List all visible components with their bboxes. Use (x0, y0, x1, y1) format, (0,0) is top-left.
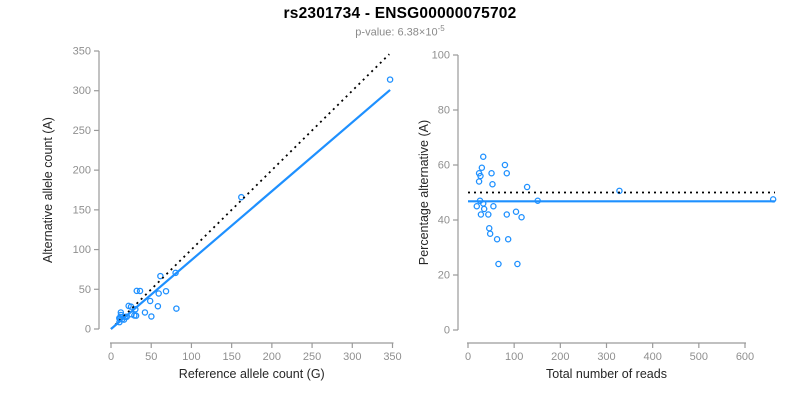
y-tick-label: 20 (438, 270, 450, 282)
y-axis-title: Percentage alternative (A) (417, 120, 431, 265)
data-point (490, 202, 497, 210)
x-tick-label: 200 (263, 351, 281, 363)
data-point (141, 309, 149, 316)
data-point (155, 290, 162, 297)
data-point (133, 287, 140, 295)
identity-line (110, 53, 390, 330)
data-point (486, 230, 494, 237)
y-tick-label: 300 (73, 85, 91, 97)
data-point (493, 235, 501, 243)
x-tick-label: 50 (145, 351, 157, 363)
data-point (488, 169, 495, 177)
data-point (146, 297, 154, 305)
y-tick-label: 0 (444, 325, 450, 337)
data-point (173, 305, 180, 312)
page-title: rs2301734 - ENSG00000075702 (283, 5, 517, 22)
y-tick-label: 80 (438, 105, 450, 117)
p-value-exponent: -5 (437, 24, 445, 33)
y-tick-label: 150 (73, 204, 91, 216)
x-axis-title: Reference allele count (G) (179, 367, 325, 381)
data-point (136, 287, 144, 295)
y-tick-label: 100 (432, 50, 450, 62)
x-tick-label: 150 (222, 351, 240, 363)
data-point (154, 302, 162, 310)
x-tick-label: 400 (643, 351, 661, 363)
x-tick-label: 200 (551, 351, 569, 363)
data-point (157, 272, 164, 280)
data-point (485, 224, 493, 232)
y-tick-label: 40 (438, 215, 450, 227)
data-point (512, 208, 520, 215)
x-tick-label: 100 (182, 351, 200, 363)
data-point (489, 180, 496, 188)
data-point (503, 211, 511, 218)
data-point (238, 193, 245, 201)
data-point (503, 169, 511, 177)
p-value-subtitle: p-value: 6.38×10-5 (0, 24, 800, 39)
y-tick-label: 250 (73, 125, 91, 137)
data-point (479, 153, 487, 160)
data-point (162, 287, 170, 295)
data-point (523, 183, 531, 191)
data-point (501, 161, 509, 169)
y-tick-label: 200 (73, 165, 91, 177)
data-point (477, 211, 485, 218)
data-point (478, 164, 486, 171)
y-tick-label: 50 (79, 284, 91, 296)
data-point (132, 312, 140, 319)
x-tick-label: 100 (505, 351, 523, 363)
data-point (518, 213, 525, 221)
x-tick-label: 0 (108, 351, 114, 363)
x-tick-label: 500 (690, 351, 708, 363)
data-point (616, 187, 623, 195)
data-point (386, 76, 394, 83)
y-tick-label: 60 (438, 160, 450, 172)
data-point (504, 235, 512, 243)
data-point (485, 211, 492, 218)
x-tick-label: 300 (343, 351, 361, 363)
data-point (117, 309, 125, 316)
data-point (148, 313, 155, 320)
data-point (473, 202, 481, 210)
data-point (514, 260, 521, 268)
x-tick-label: 0 (465, 351, 471, 363)
y-tick-label: 0 (85, 324, 91, 336)
data-point (475, 178, 483, 185)
p-value-text: p-value: 6.38×10 (355, 26, 438, 39)
y-tick-label: 350 (73, 46, 91, 58)
data-point (480, 205, 488, 213)
fit-line (110, 89, 391, 330)
x-tick-label: 600 (736, 351, 754, 363)
data-point (495, 260, 502, 268)
y-tick-label: 100 (73, 244, 91, 256)
x-tick-label: 350 (383, 351, 401, 363)
x-axis-title: Total number of reads (546, 367, 667, 381)
x-tick-label: 250 (303, 351, 321, 363)
y-axis-title: Alternative allele count (A) (41, 117, 55, 263)
x-tick-label: 300 (597, 351, 615, 363)
